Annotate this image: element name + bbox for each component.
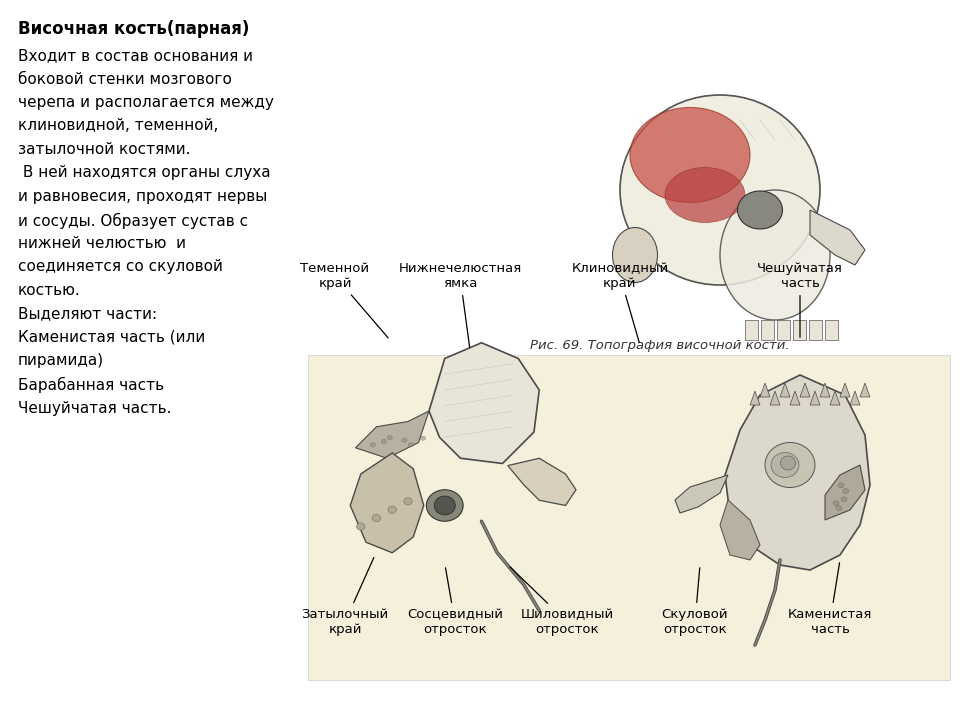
Text: клиновидной, теменной,: клиновидной, теменной, <box>18 119 218 133</box>
Ellipse shape <box>404 498 412 505</box>
Polygon shape <box>780 383 790 397</box>
Text: Шиловидный
отросток: Шиловидный отросток <box>510 567 613 636</box>
Ellipse shape <box>426 490 463 521</box>
Text: черепа и располагается между: черепа и располагается между <box>18 95 274 110</box>
Polygon shape <box>850 391 860 405</box>
Bar <box>825 320 838 340</box>
Text: Нижнечелюстная
ямка: Нижнечелюстная ямка <box>398 262 521 347</box>
Polygon shape <box>725 375 870 570</box>
Text: Сосцевидный
отросток: Сосцевидный отросток <box>407 568 503 636</box>
Ellipse shape <box>434 496 455 515</box>
Polygon shape <box>820 383 830 397</box>
Text: Теменной
край: Теменной край <box>300 262 388 338</box>
Text: Каменистая
часть: Каменистая часть <box>788 563 873 636</box>
Text: боковой стенки мозгового: боковой стенки мозгового <box>18 71 232 86</box>
Text: Клиновидный
край: Клиновидный край <box>571 262 668 342</box>
Polygon shape <box>800 383 810 397</box>
Ellipse shape <box>420 436 425 441</box>
Text: затылочной костями.: затылочной костями. <box>18 142 190 157</box>
Ellipse shape <box>833 500 839 505</box>
Ellipse shape <box>371 443 375 447</box>
Ellipse shape <box>720 190 830 320</box>
Text: Каменистая часть (или: Каменистая часть (или <box>18 330 205 345</box>
Polygon shape <box>810 210 865 265</box>
Ellipse shape <box>630 107 750 202</box>
FancyBboxPatch shape <box>308 355 950 680</box>
Ellipse shape <box>612 228 658 282</box>
Ellipse shape <box>771 452 799 477</box>
Text: соединяется со скуловой: соединяется со скуловой <box>18 259 223 274</box>
Polygon shape <box>840 383 850 397</box>
Bar <box>793 320 806 340</box>
Polygon shape <box>790 391 800 405</box>
Ellipse shape <box>401 438 407 442</box>
Text: Выделяют части:: Выделяют части: <box>18 307 157 322</box>
Bar <box>761 320 774 340</box>
Bar <box>777 320 790 340</box>
Text: нижней челюстью  и: нижней челюстью и <box>18 236 186 251</box>
Ellipse shape <box>388 506 396 513</box>
Ellipse shape <box>356 523 365 530</box>
Bar <box>809 320 822 340</box>
Polygon shape <box>750 391 760 405</box>
Text: Височная кость(парная): Височная кость(парная) <box>18 20 250 38</box>
Ellipse shape <box>387 436 393 440</box>
Text: пирамида): пирамида) <box>18 354 104 369</box>
Text: Барабанная часть: Барабанная часть <box>18 377 164 393</box>
Text: Входит в состав основания и: Входит в состав основания и <box>18 48 253 63</box>
Polygon shape <box>860 383 870 397</box>
Polygon shape <box>720 500 760 560</box>
Ellipse shape <box>381 439 387 444</box>
Polygon shape <box>830 391 840 405</box>
Text: Рис. 69. Топография височной кости.: Рис. 69. Топография височной кости. <box>530 339 790 352</box>
Ellipse shape <box>620 95 820 285</box>
Text: Чешуйчатая
часть: Чешуйчатая часть <box>757 262 843 337</box>
Ellipse shape <box>372 514 381 522</box>
Polygon shape <box>429 343 540 464</box>
Text: В ней находятся органы слуха: В ней находятся органы слуха <box>18 166 271 181</box>
Ellipse shape <box>836 505 842 510</box>
Text: Чешуйчатая часть.: Чешуйчатая часть. <box>18 400 172 415</box>
FancyBboxPatch shape <box>460 5 950 360</box>
Polygon shape <box>675 475 728 513</box>
Text: костью.: костью. <box>18 283 81 298</box>
Ellipse shape <box>665 168 745 222</box>
Ellipse shape <box>408 443 414 447</box>
Polygon shape <box>810 391 820 405</box>
Ellipse shape <box>765 443 815 487</box>
Text: и равновесия, проходят нервы: и равновесия, проходят нервы <box>18 189 267 204</box>
Polygon shape <box>508 458 576 505</box>
Polygon shape <box>770 391 780 405</box>
Polygon shape <box>760 383 770 397</box>
Ellipse shape <box>737 191 782 229</box>
Text: Скуловой
отросток: Скуловой отросток <box>661 568 729 636</box>
Ellipse shape <box>843 489 849 493</box>
Polygon shape <box>355 411 429 458</box>
Polygon shape <box>350 453 423 553</box>
Bar <box>745 320 758 340</box>
Polygon shape <box>825 465 865 520</box>
Ellipse shape <box>838 483 844 488</box>
Text: Затылочный
край: Затылочный край <box>301 557 389 636</box>
Text: и сосуды. Образует сустав с: и сосуды. Образует сустав с <box>18 212 248 229</box>
Ellipse shape <box>780 456 796 470</box>
Ellipse shape <box>841 497 847 502</box>
